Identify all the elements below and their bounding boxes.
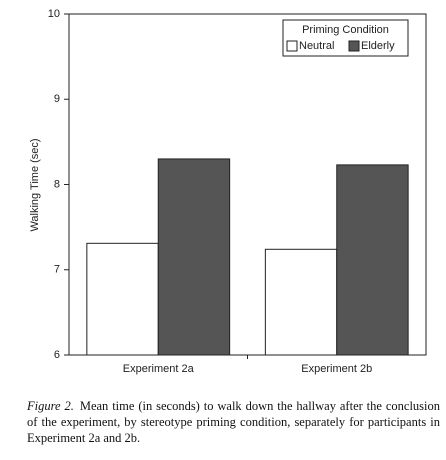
- caption-text: Mean time (in seconds) to walk down the …: [27, 399, 441, 445]
- y-axis-label: Walking Time (sec): [29, 138, 41, 231]
- legend-label: Neutral: [299, 40, 334, 52]
- legend-label: Elderly: [361, 40, 395, 52]
- legend-title: Priming Condition: [302, 24, 389, 36]
- bar: [157, 158, 231, 356]
- legend-frame: [282, 19, 409, 57]
- legend-swatch: [286, 40, 298, 52]
- x-tick-label: Experiment 2a: [123, 363, 195, 375]
- y-tick-label: 8: [54, 178, 60, 190]
- caption: Figure 2. Mean time (in seconds) to walk …: [27, 398, 440, 446]
- bar: [264, 248, 338, 356]
- bar: [86, 242, 159, 356]
- caption-label: Figure 2.: [27, 399, 74, 413]
- y-tick-label: 10: [48, 8, 60, 20]
- legend-swatch: [348, 40, 360, 52]
- x-tick-label: Experiment 2b: [301, 363, 372, 375]
- y-tick-label: 6: [54, 349, 60, 361]
- bar: [336, 164, 409, 356]
- y-tick-label: 7: [54, 264, 60, 276]
- y-tick-label: 9: [54, 93, 60, 105]
- chart: Walking Time (sec) 6 7 8 9 10 Experiment 2a Ex…: [29, 8, 427, 375]
